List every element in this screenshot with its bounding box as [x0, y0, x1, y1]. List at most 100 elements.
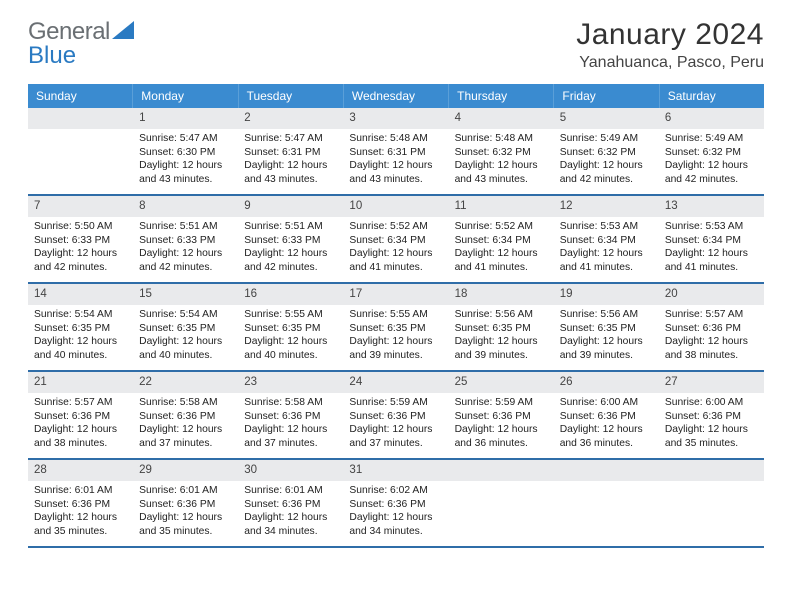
day-number: 24 [343, 372, 448, 393]
sunset-text: Sunset: 6:36 PM [665, 322, 758, 336]
day-detail: Sunrise: 5:59 AMSunset: 6:36 PMDaylight:… [343, 393, 448, 455]
day-detail: Sunrise: 5:59 AMSunset: 6:36 PMDaylight:… [449, 393, 554, 455]
day-detail: Sunrise: 5:47 AMSunset: 6:31 PMDaylight:… [238, 129, 343, 191]
sunrise-text: Sunrise: 5:49 AM [560, 132, 653, 146]
calendar-cell: 25Sunrise: 5:59 AMSunset: 6:36 PMDayligh… [449, 372, 554, 458]
daylight-text: Daylight: 12 hours and 43 minutes. [455, 159, 548, 186]
day-detail: Sunrise: 5:47 AMSunset: 6:30 PMDaylight:… [133, 129, 238, 191]
day-detail: Sunrise: 5:52 AMSunset: 6:34 PMDaylight:… [449, 217, 554, 279]
day-detail: Sunrise: 5:50 AMSunset: 6:33 PMDaylight:… [28, 217, 133, 279]
sunset-text: Sunset: 6:32 PM [455, 146, 548, 160]
day-number: 23 [238, 372, 343, 393]
day-number: 30 [238, 460, 343, 481]
day-of-week-tuesday: Tuesday [239, 84, 344, 108]
day-number: 26 [554, 372, 659, 393]
sunset-text: Sunset: 6:36 PM [455, 410, 548, 424]
day-detail: Sunrise: 5:53 AMSunset: 6:34 PMDaylight:… [659, 217, 764, 279]
calendar-page: General January 2024 Yanahuanca, Pasco, … [0, 0, 792, 612]
sunrise-text: Sunrise: 5:47 AM [139, 132, 232, 146]
day-number: 20 [659, 284, 764, 305]
sunset-text: Sunset: 6:36 PM [34, 410, 127, 424]
sunrise-text: Sunrise: 5:54 AM [34, 308, 127, 322]
day-detail: Sunrise: 5:49 AMSunset: 6:32 PMDaylight:… [554, 129, 659, 191]
sunset-text: Sunset: 6:33 PM [139, 234, 232, 248]
week-row: 7Sunrise: 5:50 AMSunset: 6:33 PMDaylight… [28, 196, 764, 284]
daylight-text: Daylight: 12 hours and 43 minutes. [349, 159, 442, 186]
daylight-text: Daylight: 12 hours and 42 minutes. [560, 159, 653, 186]
calendar-cell: 21Sunrise: 5:57 AMSunset: 6:36 PMDayligh… [28, 372, 133, 458]
day-detail: Sunrise: 6:01 AMSunset: 6:36 PMDaylight:… [133, 481, 238, 543]
week-row: 1Sunrise: 5:47 AMSunset: 6:30 PMDaylight… [28, 108, 764, 196]
calendar-cell: 6Sunrise: 5:49 AMSunset: 6:32 PMDaylight… [659, 108, 764, 194]
day-detail: Sunrise: 5:57 AMSunset: 6:36 PMDaylight:… [28, 393, 133, 455]
sunset-text: Sunset: 6:30 PM [139, 146, 232, 160]
daylight-text: Daylight: 12 hours and 35 minutes. [665, 423, 758, 450]
page-subtitle: Yanahuanca, Pasco, Peru [576, 54, 764, 72]
day-number: 14 [28, 284, 133, 305]
day-number: 29 [133, 460, 238, 481]
sunrise-text: Sunrise: 5:51 AM [139, 220, 232, 234]
calendar-cell-empty [449, 460, 554, 546]
sunset-text: Sunset: 6:35 PM [139, 322, 232, 336]
sunset-text: Sunset: 6:36 PM [665, 410, 758, 424]
day-detail: Sunrise: 5:48 AMSunset: 6:32 PMDaylight:… [449, 129, 554, 191]
day-number: 27 [659, 372, 764, 393]
calendar-cell: 13Sunrise: 5:53 AMSunset: 6:34 PMDayligh… [659, 196, 764, 282]
calendar-cell-empty [659, 460, 764, 546]
sunrise-text: Sunrise: 5:52 AM [455, 220, 548, 234]
daylight-text: Daylight: 12 hours and 37 minutes. [244, 423, 337, 450]
sunset-text: Sunset: 6:36 PM [349, 498, 442, 512]
sunrise-text: Sunrise: 5:48 AM [349, 132, 442, 146]
sunrise-text: Sunrise: 5:51 AM [244, 220, 337, 234]
calendar-cell: 16Sunrise: 5:55 AMSunset: 6:35 PMDayligh… [238, 284, 343, 370]
daylight-text: Daylight: 12 hours and 40 minutes. [139, 335, 232, 362]
calendar-cell: 4Sunrise: 5:48 AMSunset: 6:32 PMDaylight… [449, 108, 554, 194]
calendar-cell: 5Sunrise: 5:49 AMSunset: 6:32 PMDaylight… [554, 108, 659, 194]
daylight-text: Daylight: 12 hours and 41 minutes. [349, 247, 442, 274]
daylight-text: Daylight: 12 hours and 35 minutes. [139, 511, 232, 538]
week-row: 28Sunrise: 6:01 AMSunset: 6:36 PMDayligh… [28, 460, 764, 548]
daylight-text: Daylight: 12 hours and 41 minutes. [665, 247, 758, 274]
daylight-text: Daylight: 12 hours and 36 minutes. [560, 423, 653, 450]
sunset-text: Sunset: 6:36 PM [34, 498, 127, 512]
calendar-cell: 17Sunrise: 5:55 AMSunset: 6:35 PMDayligh… [343, 284, 448, 370]
sunrise-text: Sunrise: 6:01 AM [34, 484, 127, 498]
sunset-text: Sunset: 6:36 PM [349, 410, 442, 424]
calendar-cell: 10Sunrise: 5:52 AMSunset: 6:34 PMDayligh… [343, 196, 448, 282]
sunset-text: Sunset: 6:35 PM [34, 322, 127, 336]
day-of-week-thursday: Thursday [449, 84, 554, 108]
day-number [28, 108, 133, 129]
daylight-text: Daylight: 12 hours and 40 minutes. [244, 335, 337, 362]
daylight-text: Daylight: 12 hours and 37 minutes. [349, 423, 442, 450]
day-detail: Sunrise: 5:54 AMSunset: 6:35 PMDaylight:… [28, 305, 133, 367]
calendar-cell: 15Sunrise: 5:54 AMSunset: 6:35 PMDayligh… [133, 284, 238, 370]
day-number: 7 [28, 196, 133, 217]
day-number: 17 [343, 284, 448, 305]
sunset-text: Sunset: 6:31 PM [349, 146, 442, 160]
day-detail: Sunrise: 5:48 AMSunset: 6:31 PMDaylight:… [343, 129, 448, 191]
sunset-text: Sunset: 6:36 PM [244, 410, 337, 424]
day-detail: Sunrise: 5:55 AMSunset: 6:35 PMDaylight:… [238, 305, 343, 367]
calendar-cell: 24Sunrise: 5:59 AMSunset: 6:36 PMDayligh… [343, 372, 448, 458]
calendar-cell: 30Sunrise: 6:01 AMSunset: 6:36 PMDayligh… [238, 460, 343, 546]
logo-text-2: Blue [28, 42, 76, 70]
sunset-text: Sunset: 6:36 PM [139, 498, 232, 512]
daylight-text: Daylight: 12 hours and 39 minutes. [349, 335, 442, 362]
calendar-cell: 31Sunrise: 6:02 AMSunset: 6:36 PMDayligh… [343, 460, 448, 546]
sunrise-text: Sunrise: 6:00 AM [665, 396, 758, 410]
day-number: 25 [449, 372, 554, 393]
week-row: 14Sunrise: 5:54 AMSunset: 6:35 PMDayligh… [28, 284, 764, 372]
sunrise-text: Sunrise: 5:56 AM [560, 308, 653, 322]
daylight-text: Daylight: 12 hours and 37 minutes. [139, 423, 232, 450]
calendar-cell: 11Sunrise: 5:52 AMSunset: 6:34 PMDayligh… [449, 196, 554, 282]
sunset-text: Sunset: 6:35 PM [560, 322, 653, 336]
sunrise-text: Sunrise: 5:50 AM [34, 220, 127, 234]
day-number: 15 [133, 284, 238, 305]
sunrise-text: Sunrise: 5:53 AM [665, 220, 758, 234]
sunrise-text: Sunrise: 5:55 AM [244, 308, 337, 322]
day-detail: Sunrise: 5:49 AMSunset: 6:32 PMDaylight:… [659, 129, 764, 191]
day-number [554, 460, 659, 481]
daylight-text: Daylight: 12 hours and 42 minutes. [244, 247, 337, 274]
calendar-cell: 8Sunrise: 5:51 AMSunset: 6:33 PMDaylight… [133, 196, 238, 282]
sunset-text: Sunset: 6:31 PM [244, 146, 337, 160]
